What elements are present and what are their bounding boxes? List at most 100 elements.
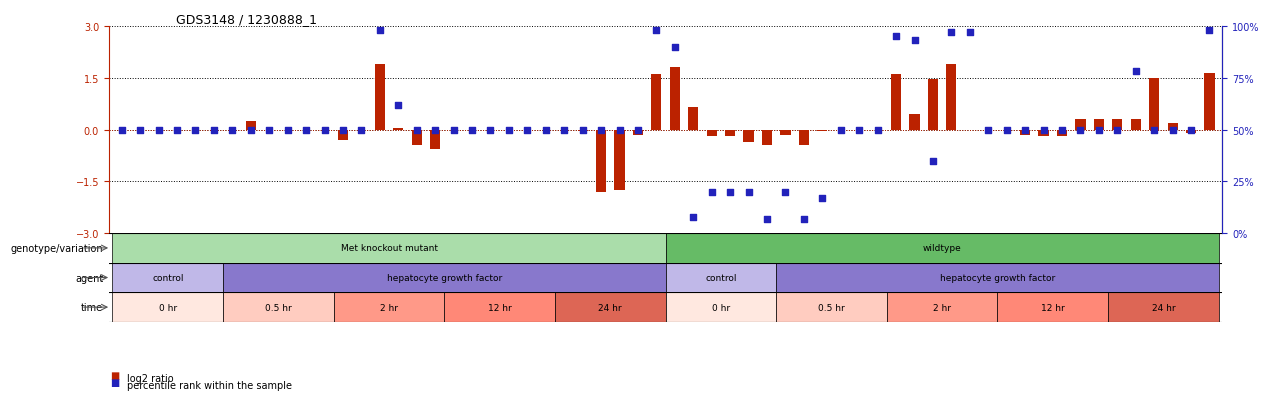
Point — [684, 214, 704, 220]
Bar — [246, 121, 256, 130]
Bar — [799, 130, 809, 146]
Point — [166, 127, 187, 133]
Bar — [577, 130, 588, 132]
Point — [223, 127, 243, 133]
Bar — [997, 292, 1108, 322]
Point — [886, 34, 906, 40]
Point — [978, 127, 998, 133]
Bar — [689, 108, 699, 130]
Point — [388, 102, 408, 109]
Bar — [776, 263, 1219, 292]
Bar — [776, 292, 887, 322]
Text: time: time — [81, 302, 104, 312]
Point — [554, 127, 575, 133]
Point — [923, 158, 943, 164]
Point — [996, 127, 1016, 133]
Point — [1107, 127, 1128, 133]
Point — [701, 189, 722, 195]
Text: 24 hr: 24 hr — [599, 303, 622, 312]
Bar — [113, 292, 223, 322]
Point — [1199, 28, 1220, 34]
Point — [259, 127, 279, 133]
Point — [499, 127, 520, 133]
Point — [480, 127, 500, 133]
Bar — [113, 263, 223, 292]
Point — [831, 127, 851, 133]
Bar — [1038, 130, 1048, 137]
Text: GDS3148 / 1230888_1: GDS3148 / 1230888_1 — [175, 13, 316, 26]
Bar — [762, 130, 772, 146]
Text: 0 hr: 0 hr — [712, 303, 730, 312]
Bar — [707, 130, 717, 137]
Bar — [1149, 78, 1160, 130]
Text: Met knockout mutant: Met knockout mutant — [340, 244, 438, 253]
Point — [333, 127, 353, 133]
Point — [351, 127, 371, 133]
Bar — [666, 292, 776, 322]
Point — [739, 189, 759, 195]
Point — [1070, 127, 1091, 133]
Bar — [1130, 120, 1140, 130]
Bar — [666, 263, 776, 292]
Bar — [1094, 120, 1103, 130]
Text: 24 hr: 24 hr — [1152, 303, 1175, 312]
Bar — [113, 234, 666, 263]
Point — [241, 127, 261, 133]
Bar — [1108, 292, 1219, 322]
Bar — [375, 65, 385, 130]
Bar — [223, 292, 334, 322]
Text: ■: ■ — [110, 370, 119, 380]
Text: hepatocyte growth factor: hepatocyte growth factor — [387, 273, 502, 282]
Bar — [223, 263, 666, 292]
Point — [794, 216, 814, 222]
Bar — [556, 292, 666, 322]
Bar — [1112, 120, 1123, 130]
Point — [812, 195, 832, 202]
Point — [186, 127, 206, 133]
Text: 12 hr: 12 hr — [488, 303, 512, 312]
Bar — [909, 115, 919, 130]
Point — [517, 127, 538, 133]
Bar — [891, 75, 901, 130]
Point — [591, 127, 612, 133]
Bar — [669, 68, 680, 130]
Point — [443, 127, 463, 133]
Point — [664, 44, 685, 51]
Bar — [338, 130, 348, 140]
Bar — [946, 65, 956, 130]
Bar — [596, 130, 607, 192]
Point — [148, 127, 169, 133]
Bar — [614, 130, 625, 190]
Bar — [928, 80, 938, 130]
Text: genotype/variation: genotype/variation — [10, 243, 104, 253]
Point — [278, 127, 298, 133]
Point — [1088, 127, 1108, 133]
Text: 2 hr: 2 hr — [933, 303, 951, 312]
Text: 12 hr: 12 hr — [1041, 303, 1065, 312]
Point — [1033, 127, 1053, 133]
Text: log2 ratio: log2 ratio — [127, 373, 173, 383]
Point — [1162, 127, 1183, 133]
Point — [1015, 127, 1036, 133]
Point — [627, 127, 648, 133]
Bar — [334, 292, 444, 322]
Point — [941, 30, 961, 36]
Point — [111, 127, 132, 133]
Bar — [1204, 74, 1215, 130]
Point — [646, 28, 667, 34]
Text: percentile rank within the sample: percentile rank within the sample — [127, 380, 292, 390]
Bar — [393, 128, 403, 130]
Text: 0.5 hr: 0.5 hr — [818, 303, 845, 312]
Text: agent: agent — [76, 273, 104, 283]
Bar — [1167, 123, 1178, 130]
Bar — [430, 130, 440, 149]
Bar — [666, 234, 1219, 263]
Bar — [887, 292, 997, 322]
Point — [572, 127, 593, 133]
Text: hepatocyte growth factor: hepatocyte growth factor — [940, 273, 1055, 282]
Point — [462, 127, 483, 133]
Point — [960, 30, 980, 36]
Text: ■: ■ — [110, 377, 119, 387]
Point — [296, 127, 316, 133]
Bar — [744, 130, 754, 142]
